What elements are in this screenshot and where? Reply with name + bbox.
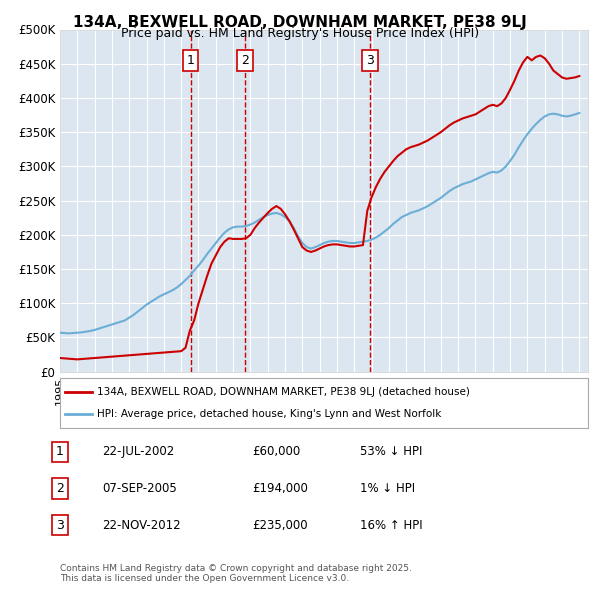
Text: 3: 3 [56,519,64,532]
Text: 134A, BEXWELL ROAD, DOWNHAM MARKET, PE38 9LJ (detached house): 134A, BEXWELL ROAD, DOWNHAM MARKET, PE38… [97,386,470,396]
Text: 1: 1 [56,445,64,458]
Text: 1: 1 [187,54,194,67]
Text: 07-SEP-2005: 07-SEP-2005 [102,482,177,495]
Text: £194,000: £194,000 [252,482,308,495]
Text: 1% ↓ HPI: 1% ↓ HPI [360,482,415,495]
Text: 22-JUL-2002: 22-JUL-2002 [102,445,174,458]
Text: 2: 2 [56,482,64,495]
Text: £235,000: £235,000 [252,519,308,532]
Text: 134A, BEXWELL ROAD, DOWNHAM MARKET, PE38 9LJ: 134A, BEXWELL ROAD, DOWNHAM MARKET, PE38… [73,15,527,30]
Text: 22-NOV-2012: 22-NOV-2012 [102,519,181,532]
Text: 53% ↓ HPI: 53% ↓ HPI [360,445,422,458]
Text: Contains HM Land Registry data © Crown copyright and database right 2025.
This d: Contains HM Land Registry data © Crown c… [60,563,412,583]
Text: 16% ↑ HPI: 16% ↑ HPI [360,519,422,532]
Text: 2: 2 [241,54,249,67]
Text: £60,000: £60,000 [252,445,300,458]
Text: 3: 3 [366,54,374,67]
Text: Price paid vs. HM Land Registry's House Price Index (HPI): Price paid vs. HM Land Registry's House … [121,27,479,40]
Text: HPI: Average price, detached house, King's Lynn and West Norfolk: HPI: Average price, detached house, King… [97,409,442,419]
